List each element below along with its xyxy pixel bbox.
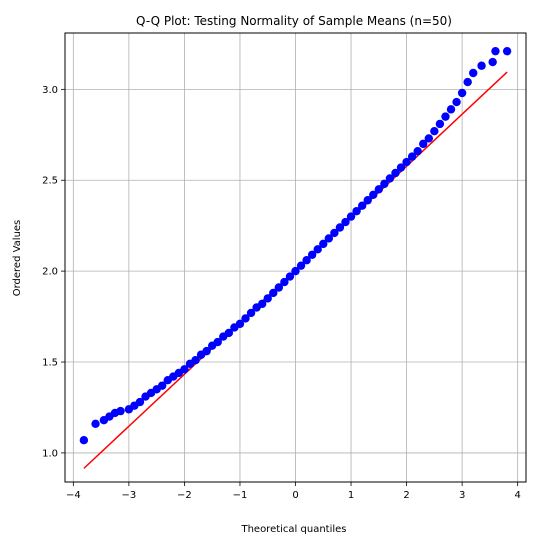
data-point [419, 139, 428, 149]
data-point [280, 277, 289, 287]
x-tick-label: −4 [66, 490, 81, 501]
data-point [430, 126, 439, 136]
data-point [352, 206, 361, 216]
data-points-layer [79, 46, 512, 445]
data-point [491, 46, 500, 56]
data-point [263, 294, 272, 303]
data-point [407, 152, 417, 161]
data-point [296, 261, 306, 270]
x-tick-label: 4 [514, 490, 520, 501]
data-point [441, 112, 450, 121]
data-point [91, 419, 100, 429]
data-point [446, 105, 456, 114]
data-point [391, 168, 400, 178]
chart-title: Q-Q Plot: Testing Normality of Sample Me… [136, 14, 452, 28]
data-point [424, 134, 434, 143]
data-point [257, 299, 267, 309]
data-point [374, 185, 384, 194]
data-point [191, 356, 200, 365]
data-point [357, 201, 367, 210]
x-axis-label: Theoretical quantiles [240, 524, 346, 535]
data-point [363, 196, 372, 205]
data-point [319, 239, 328, 249]
x-tick-label: −3 [121, 490, 136, 501]
x-tick-label: 2 [403, 490, 409, 501]
data-point [380, 179, 389, 189]
data-point [452, 97, 461, 107]
x-tick-label: 1 [348, 490, 354, 501]
data-point [202, 346, 211, 356]
y-axis-ticks: 1.0 1.5 2.0 2.5 3.0 [42, 85, 65, 459]
data-point [324, 234, 334, 243]
data-point [346, 212, 356, 221]
x-tick-label: 3 [459, 490, 465, 501]
y-tick-label: 3.0 [42, 85, 58, 96]
data-point [274, 283, 284, 292]
data-point [335, 223, 345, 232]
x-axis-ticks: −4 −3 −2 −1 0 1 2 3 4 [66, 482, 521, 501]
grid-lines [65, 33, 526, 482]
data-point [135, 397, 145, 407]
data-point [463, 77, 472, 87]
data-point [435, 119, 445, 129]
y-tick-label: 2.5 [42, 176, 58, 187]
x-tick-label: −1 [233, 490, 248, 501]
data-point [241, 314, 250, 323]
data-point [313, 245, 322, 254]
data-point [269, 288, 278, 298]
data-point [469, 68, 478, 78]
data-point [457, 88, 467, 98]
y-tick-label: 2.0 [42, 267, 58, 278]
y-axis-label: Ordered Values [12, 220, 23, 297]
data-point [180, 365, 189, 374]
data-point [307, 250, 317, 259]
data-point [235, 319, 245, 329]
data-point [385, 174, 395, 183]
data-point [488, 57, 497, 67]
data-point [291, 266, 300, 276]
data-point [477, 61, 486, 70]
data-point [413, 146, 422, 156]
y-tick-label: 1.0 [42, 448, 58, 459]
data-point [502, 46, 512, 56]
data-point [396, 163, 406, 172]
data-point [157, 381, 167, 390]
data-point [116, 406, 125, 416]
y-tick-label: 1.5 [42, 358, 58, 369]
data-point [79, 435, 89, 445]
data-point [213, 337, 222, 347]
data-point [302, 256, 311, 265]
data-point [246, 308, 256, 318]
data-point [402, 157, 411, 167]
data-point [369, 190, 378, 199]
x-tick-label: −2 [177, 490, 192, 501]
data-point [285, 272, 295, 281]
data-point [224, 328, 234, 338]
data-point [330, 228, 339, 238]
x-tick-label: 0 [292, 490, 298, 501]
data-point [341, 217, 350, 227]
